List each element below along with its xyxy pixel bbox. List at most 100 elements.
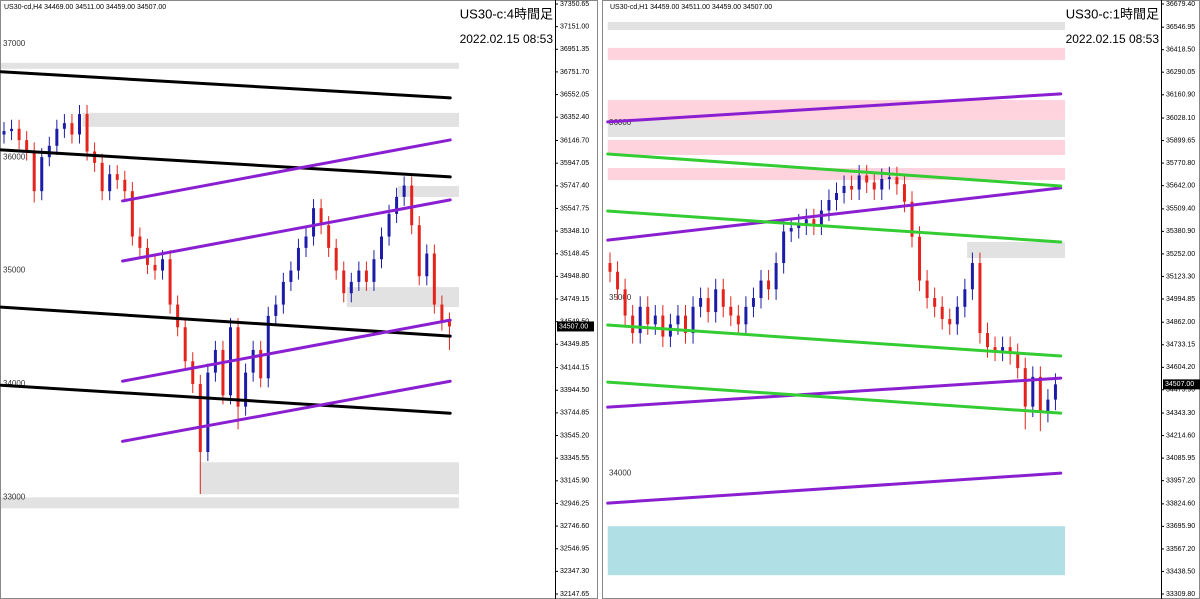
candle-body	[918, 236, 922, 281]
candle-body	[653, 315, 657, 325]
candle-body	[736, 315, 740, 325]
candle-body	[782, 231, 786, 264]
trend-line	[0, 70, 452, 100]
candle-body	[289, 270, 293, 282]
y-tick-label: 34343.30	[1166, 410, 1195, 417]
zone	[0, 62, 459, 69]
candle-body	[895, 177, 899, 185]
y-tick-label: 34749.15	[560, 296, 589, 303]
y-tick-label: 37151.00	[560, 23, 589, 30]
candle-body	[327, 225, 331, 248]
candle-body	[342, 270, 346, 294]
candle-body	[78, 114, 81, 135]
candle-body	[986, 333, 989, 348]
candle-body	[153, 264, 157, 271]
y-tick-label: 36028.10	[1166, 115, 1195, 122]
candle-body	[319, 208, 323, 226]
y-tick-label: 36751.70	[560, 69, 589, 76]
y-tick-label: 35747.40	[560, 183, 589, 190]
level-label: 35000	[609, 293, 632, 302]
candle-body	[616, 271, 620, 290]
candle-body	[963, 289, 967, 307]
y-tick-label: 35148.45	[560, 251, 589, 258]
candle-body	[213, 349, 217, 373]
candle-body	[1038, 376, 1042, 412]
level-label: 34000	[3, 379, 26, 388]
candle-body	[872, 182, 876, 190]
y-tick-label: 35123.30	[1166, 273, 1195, 280]
candle-body	[402, 185, 406, 197]
candle-body	[812, 219, 816, 225]
chart-timestamp: 2022.02.15 08:53	[460, 32, 554, 46]
trend-line	[606, 92, 1063, 124]
zone	[0, 497, 459, 509]
trend-line	[121, 318, 452, 383]
candle-body	[115, 174, 119, 180]
candle-body	[93, 151, 97, 163]
candle-body	[108, 174, 112, 192]
candle-body	[432, 253, 436, 305]
zone	[607, 119, 1065, 137]
y-tick-label: 34475.90	[1166, 387, 1195, 394]
candle-body	[955, 306, 959, 325]
candle-body	[646, 306, 650, 325]
candle-body	[721, 289, 725, 307]
candle-body	[17, 128, 21, 141]
candle-body	[699, 298, 703, 307]
y-tick-label: 34862.00	[1166, 319, 1195, 326]
y-tick-label: 35770.80	[1166, 160, 1195, 167]
y-tick-label: 36160.90	[1166, 92, 1195, 99]
level-label: 33000	[3, 492, 26, 501]
y-tick-label: 36679.40	[1166, 1, 1195, 8]
candle-body	[417, 225, 421, 277]
candle-body	[2, 131, 6, 135]
candle-body	[608, 263, 612, 272]
trend-line	[606, 323, 1063, 358]
candle-body	[1001, 347, 1005, 351]
candle-body	[759, 280, 763, 299]
trend-line	[606, 471, 1063, 505]
candle-body	[259, 349, 263, 379]
candle-body	[925, 280, 929, 299]
candle-body	[819, 210, 823, 225]
candle-body	[1046, 399, 1050, 412]
price-label-box	[557, 321, 594, 332]
candle-body	[274, 304, 278, 316]
candle-body	[281, 281, 285, 305]
y-tick-label: 35509.40	[1166, 206, 1195, 213]
trend-line	[0, 383, 452, 415]
candle-body	[372, 259, 376, 282]
candle-body	[85, 114, 89, 152]
trend-line	[606, 380, 1063, 415]
trend-line	[121, 138, 452, 203]
zone	[607, 526, 1065, 576]
candle-body	[1031, 376, 1035, 407]
candle-body	[334, 247, 338, 271]
y-tick-label: 33145.90	[560, 478, 589, 485]
y-tick-label: 36546.95	[1166, 24, 1195, 31]
y-tick-label: 36352.40	[560, 114, 589, 121]
candle-body	[161, 259, 165, 271]
chart-panel: 37000 36000 35000 34000 33000 37350.65 37151.0…	[0, 0, 594, 599]
candle-body	[55, 128, 59, 146]
candle-body	[440, 304, 444, 322]
candle-body	[744, 306, 748, 325]
y-tick-label: 33345.55	[560, 455, 589, 462]
candle-body	[168, 259, 172, 305]
candle-body	[623, 289, 627, 316]
candle-body	[244, 372, 248, 407]
y-tick-label: 34349.85	[560, 341, 589, 348]
candle-body	[631, 315, 635, 334]
y-tick-label: 35547.75	[560, 205, 589, 212]
candle-body	[25, 140, 29, 152]
candle-body	[729, 306, 733, 316]
zone	[607, 139, 1065, 156]
candle-body	[410, 185, 414, 226]
y-tick-label: 34214.60	[1166, 432, 1195, 439]
candle-body	[1023, 368, 1027, 407]
candle-body	[638, 306, 642, 334]
y-tick-label: 32147.65	[560, 591, 589, 598]
candle-body	[296, 247, 300, 271]
chart-panel: 36000350003400036679.4036546.9536418.503…	[606, 0, 1200, 599]
y-tick-label: 36290.05	[1166, 69, 1195, 76]
